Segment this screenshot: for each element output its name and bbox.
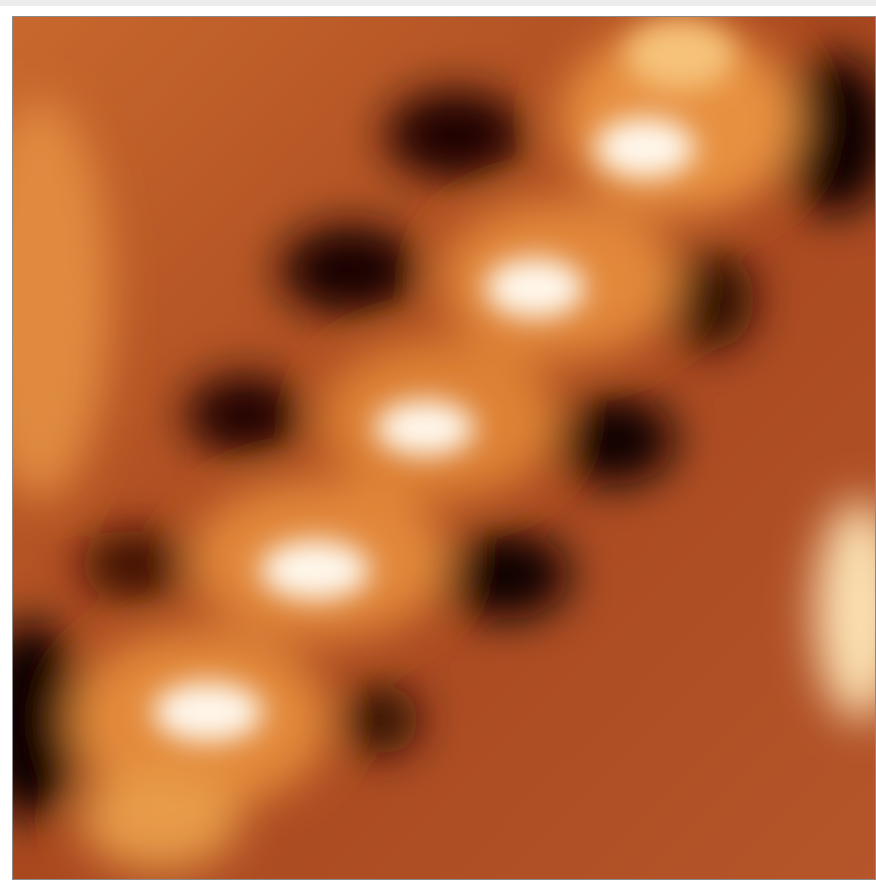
top-bar — [0, 0, 876, 6]
